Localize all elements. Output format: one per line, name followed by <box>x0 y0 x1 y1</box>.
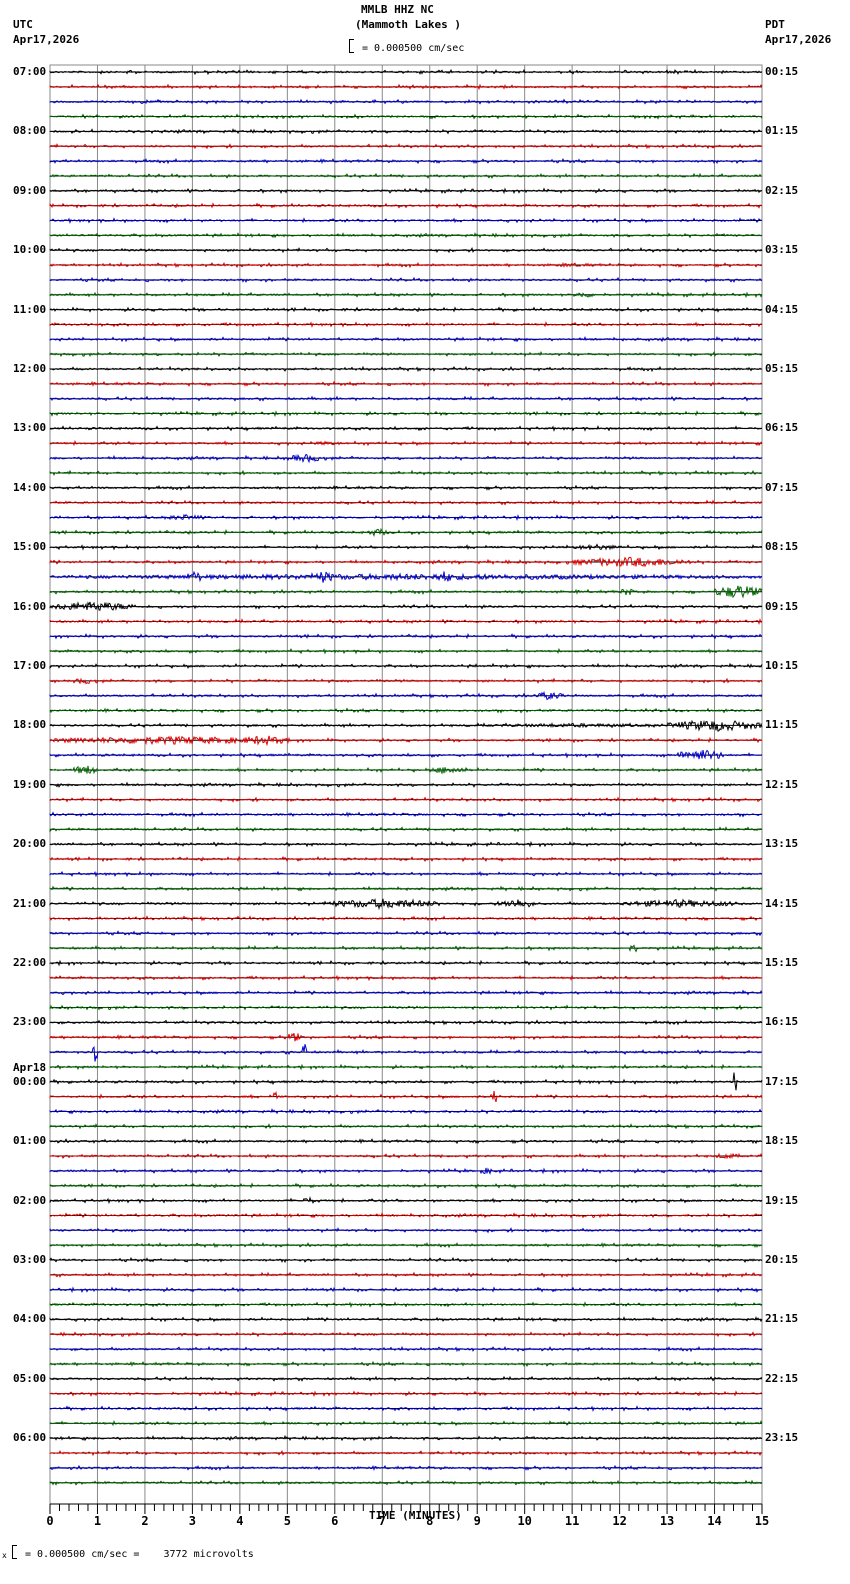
svg-text:4: 4 <box>236 1514 243 1528</box>
scale-text: = 0.000500 cm/sec <box>362 43 465 54</box>
pdt-time-label: 04:15 <box>765 302 799 316</box>
pdt-time-label: 09:15 <box>765 599 799 613</box>
pdt-time-label: 14:15 <box>765 896 799 910</box>
pdt-time-label: 19:15 <box>765 1193 799 1207</box>
utc-hour-label: 17:00 <box>13 659 47 672</box>
utc-hour-label: 08:00 <box>13 124 47 138</box>
utc-hour-label: 16:00 <box>13 599 47 613</box>
right-date: Apr17,2026 <box>765 33 832 46</box>
left-date: Apr17,2026 <box>13 33 80 46</box>
svg-text:14: 14 <box>707 1514 721 1528</box>
svg-text:11: 11 <box>565 1514 579 1528</box>
svg-text:12: 12 <box>612 1514 626 1528</box>
pdt-time-label: 20:15 <box>765 1253 799 1266</box>
utc-hour-label: 06:00 <box>13 1431 47 1445</box>
svg-text:3: 3 <box>189 1514 196 1528</box>
svg-text:0: 0 <box>46 1514 53 1528</box>
pdt-time-label: 11:15 <box>765 718 799 732</box>
footer-scale-note: = 0.000500 cm/sec = 3772 microvolts <box>25 1549 254 1560</box>
svg-text:6: 6 <box>331 1514 338 1528</box>
left-timezone: UTC <box>13 18 33 31</box>
pdt-time-label: 16:15 <box>765 1015 799 1029</box>
pdt-time-label: 01:15 <box>765 124 799 138</box>
svg-text:1: 1 <box>94 1514 101 1528</box>
pdt-time-label: 18:15 <box>765 1134 799 1148</box>
pdt-time-label: 06:15 <box>765 421 799 435</box>
svg-text:7: 7 <box>379 1514 386 1528</box>
pdt-time-label: 07:15 <box>765 480 799 494</box>
utc-hour-label: 09:00 <box>13 183 47 197</box>
utc-hour-label: 03:00 <box>13 1253 47 1266</box>
utc-hour-label: 12:00 <box>13 362 47 375</box>
utc-hour-label: 00:00 <box>13 1074 47 1088</box>
utc-hour-label: 14:00 <box>13 480 47 494</box>
pdt-time-label: 03:15 <box>765 243 799 257</box>
utc-hour-label: 11:00 <box>13 302 47 316</box>
pdt-time-label: 08:15 <box>765 540 799 554</box>
footer-scale-bar-icon <box>12 1545 17 1559</box>
pdt-time-label: 13:15 <box>765 837 799 851</box>
footer-prefix: x <box>2 1551 7 1560</box>
utc-hour-label: 01:00 <box>13 1134 47 1148</box>
svg-text:5: 5 <box>284 1514 291 1528</box>
pdt-time-label: 02:15 <box>765 183 799 197</box>
station-title: MMLB HHZ NC <box>361 3 434 16</box>
pdt-time-label: 10:15 <box>765 659 799 672</box>
utc-hour-label: 02:00 <box>13 1193 47 1207</box>
svg-text:9: 9 <box>474 1514 481 1528</box>
pdt-time-label: 23:15 <box>765 1431 799 1445</box>
pdt-time-label: 00:15 <box>765 65 799 78</box>
x-axis-label: TIME (MINUTES) <box>369 1509 462 1522</box>
utc-hour-label: 15:00 <box>13 540 47 554</box>
scale-bar-icon <box>349 39 354 53</box>
utc-hour-label: 07:00 <box>13 65 47 78</box>
pdt-time-label: 22:15 <box>765 1371 799 1385</box>
svg-text:10: 10 <box>517 1514 531 1528</box>
station-location: (Mammoth Lakes ) <box>355 18 461 31</box>
pdt-time-label: 05:15 <box>765 362 799 375</box>
pdt-time-label: 21:15 <box>765 1312 799 1326</box>
utc-hour-label: 04:00 <box>13 1312 47 1326</box>
utc-hour-label: 20:00 <box>13 837 47 851</box>
utc-hour-label: 22:00 <box>13 956 47 969</box>
utc-hour-label: 10:00 <box>13 243 47 257</box>
pdt-time-label: 12:15 <box>765 777 799 791</box>
pdt-time-label: 15:15 <box>765 956 799 969</box>
pdt-time-label: 17:15 <box>765 1074 799 1088</box>
svg-text:8: 8 <box>426 1514 433 1528</box>
utc-hour-label: 13:00 <box>13 421 47 435</box>
svg-text:2: 2 <box>141 1514 148 1528</box>
utc-hour-label: 19:00 <box>13 777 47 791</box>
utc-hour-label: 23:00 <box>13 1015 47 1029</box>
utc-hour-label: 18:00 <box>13 718 47 732</box>
utc-date-label: Apr18 <box>13 1060 47 1074</box>
utc-hour-label: 05:00 <box>13 1371 47 1385</box>
svg-text:15: 15 <box>755 1514 769 1528</box>
right-timezone: PDT <box>765 18 785 31</box>
utc-hour-label: 21:00 <box>13 896 47 910</box>
svg-text:13: 13 <box>660 1514 674 1528</box>
